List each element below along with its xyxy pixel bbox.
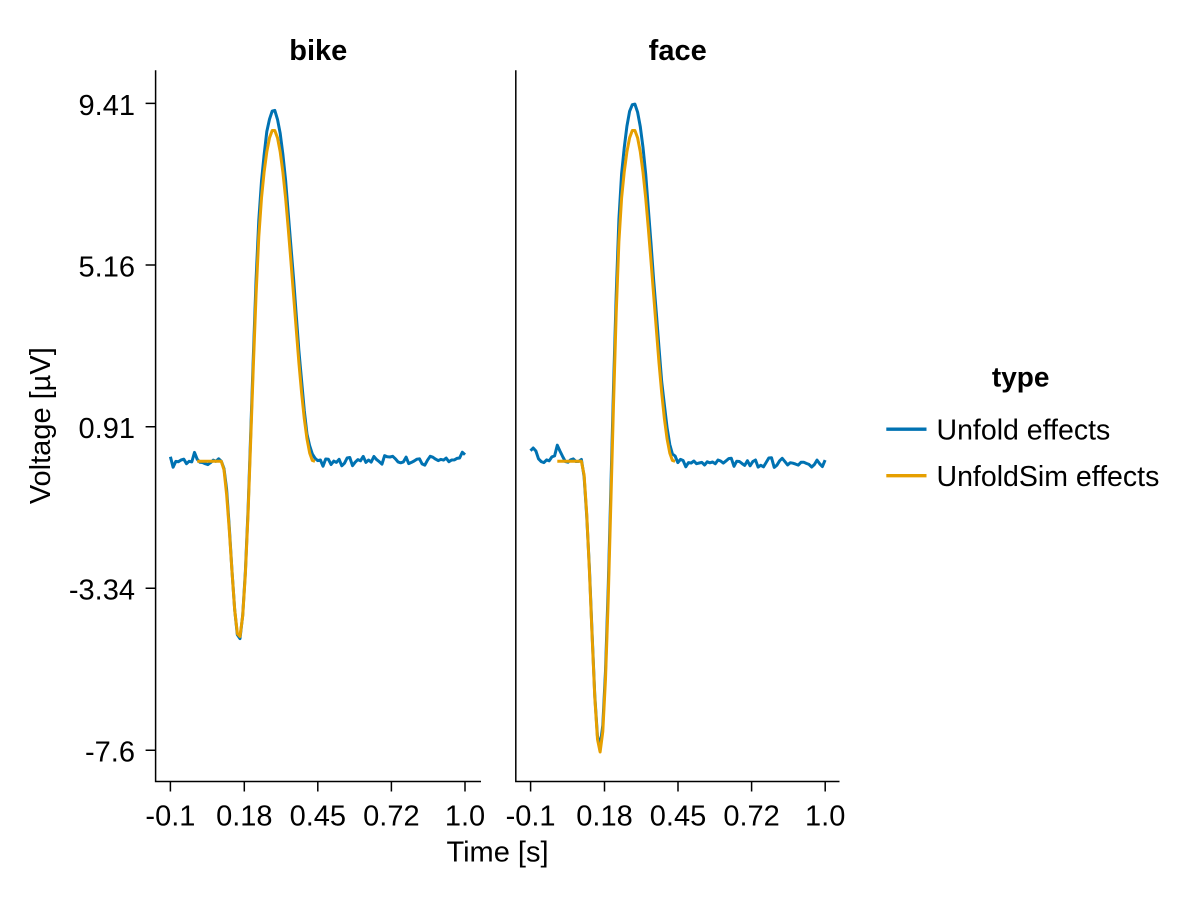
svg-text:type: type bbox=[992, 362, 1050, 393]
svg-text:Voltage [µV]: Voltage [µV] bbox=[25, 347, 57, 504]
svg-text:-0.1: -0.1 bbox=[145, 801, 195, 833]
svg-text:Time [s]: Time [s] bbox=[446, 837, 548, 869]
svg-text:0.18: 0.18 bbox=[216, 801, 272, 833]
svg-text:0.45: 0.45 bbox=[650, 801, 706, 833]
svg-text:face: face bbox=[649, 35, 707, 67]
svg-text:1.0: 1.0 bbox=[805, 801, 845, 833]
svg-text:0.45: 0.45 bbox=[290, 801, 346, 833]
svg-text:bike: bike bbox=[289, 35, 347, 67]
svg-text:5.16: 5.16 bbox=[79, 251, 135, 283]
svg-text:-7.6: -7.6 bbox=[85, 737, 135, 769]
svg-text:0.91: 0.91 bbox=[79, 413, 135, 445]
svg-text:0.72: 0.72 bbox=[363, 801, 419, 833]
svg-text:0.18: 0.18 bbox=[576, 801, 632, 833]
svg-text:-3.34: -3.34 bbox=[69, 575, 135, 607]
svg-text:-0.1: -0.1 bbox=[506, 801, 556, 833]
svg-text:Unfold effects: Unfold effects bbox=[937, 415, 1111, 447]
svg-text:9.41: 9.41 bbox=[79, 90, 135, 122]
svg-text:1.0: 1.0 bbox=[445, 801, 485, 833]
svg-text:0.72: 0.72 bbox=[723, 801, 779, 833]
svg-text:UnfoldSim effects: UnfoldSim effects bbox=[937, 461, 1160, 493]
